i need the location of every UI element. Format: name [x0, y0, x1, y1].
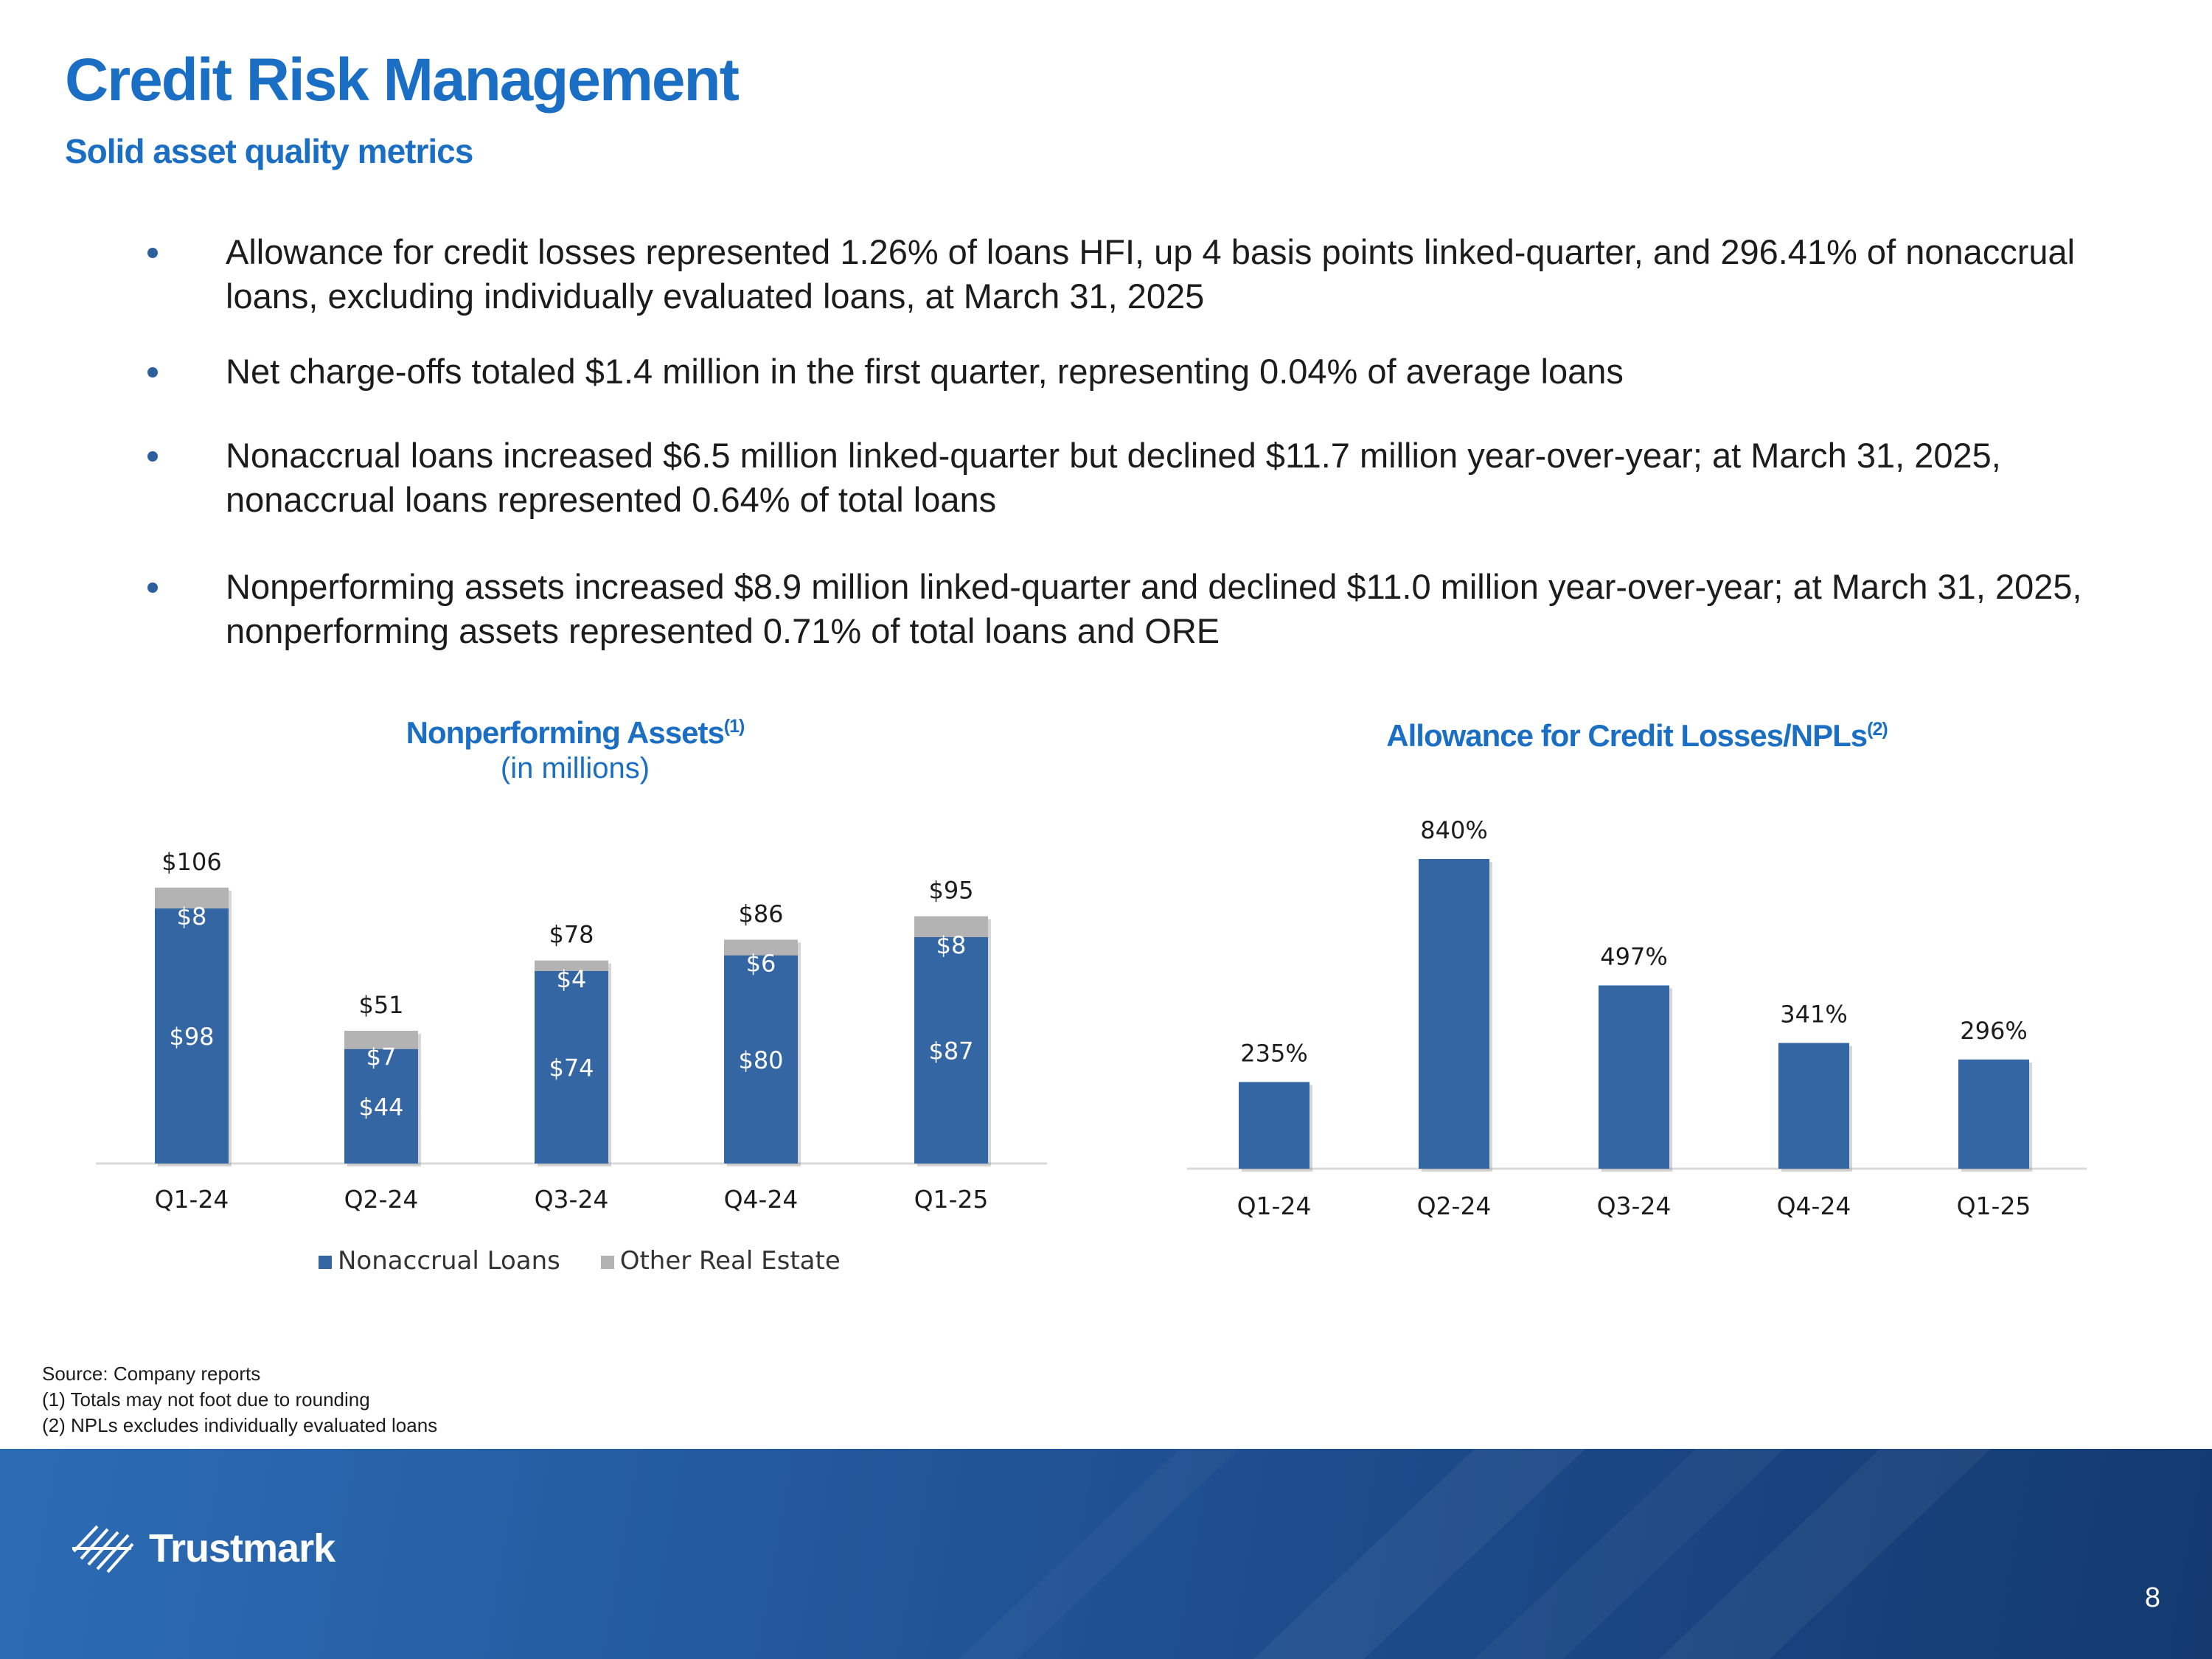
logo-text: Trustmark: [149, 1526, 335, 1571]
data-label-ore: $7: [366, 1043, 397, 1071]
bar-ore: [914, 916, 988, 937]
bullet-icon: [147, 248, 158, 258]
data-label-acl-ratio: 497%: [1600, 943, 1667, 971]
bar-nonaccrual: [155, 908, 229, 1164]
logo-mark-icon: [72, 1525, 134, 1573]
data-label-total: $106: [161, 848, 221, 876]
bullet-icon: [147, 451, 158, 462]
bullet-item: Nonperforming assets increased $8.9 mill…: [140, 565, 2146, 653]
data-label-acl-ratio: 296%: [1960, 1017, 2027, 1045]
bar-ore: [724, 939, 798, 956]
data-label-total: $78: [549, 921, 594, 949]
data-label-acl-ratio: 840%: [1420, 816, 1487, 844]
npa-chart-legend: Nonaccrual Loans Other Real Estate: [319, 1246, 873, 1276]
x-tick-label: Q2-24: [1417, 1192, 1492, 1220]
legend-label-ore: Other Real Estate: [619, 1246, 841, 1276]
data-label-total: $95: [928, 877, 973, 905]
bullet-icon: [147, 582, 158, 593]
acl-chart-title-text: Allowance for Credit Losses/NPLs: [1386, 718, 1868, 753]
x-tick-label: Q3-24: [535, 1185, 609, 1214]
bar-acl-ratio: [1599, 985, 1669, 1169]
x-tick-label: Q1-25: [914, 1185, 989, 1214]
footer-stripes: [1253, 1449, 1991, 1659]
bar-nonaccrual: [724, 955, 798, 1164]
bar-ore: [535, 960, 608, 971]
npa-chart-title-text: Nonperforming Assets: [406, 715, 725, 750]
acl-chart-title: Allowance for Credit Losses/NPLs(2): [1253, 718, 2020, 754]
bullet-text: Allowance for credit losses represented …: [226, 232, 2076, 316]
legend-item-ore: Other Real Estate: [600, 1246, 841, 1276]
bullet-list: Allowance for credit losses represented …: [140, 230, 2146, 653]
page-subtitle: Solid asset quality metrics: [65, 132, 473, 170]
x-tick-label: Q2-24: [344, 1185, 419, 1214]
data-label-ore: $4: [557, 965, 587, 993]
bar-nonaccrual: [344, 1048, 418, 1164]
x-tick-label: Q1-25: [1957, 1192, 2031, 1220]
bar-ore: [155, 887, 229, 909]
x-tick-label: Q4-24: [724, 1185, 799, 1214]
data-label-acl-ratio: 341%: [1780, 1001, 1847, 1029]
bullet-text: Net charge-offs totaled $1.4 million in …: [226, 352, 1624, 391]
x-tick-label: Q1-24: [1237, 1192, 1312, 1220]
data-label-total: $51: [358, 991, 403, 1019]
npa-chart-title: Nonperforming Assets(1): [280, 715, 870, 751]
legend-swatch-nonaccrual: [319, 1255, 332, 1269]
data-label-ore: $8: [177, 902, 207, 931]
legend-label-nonaccrual: Nonaccrual Loans: [338, 1246, 560, 1276]
logo: Trustmark: [65, 1519, 335, 1578]
data-label-total: $86: [738, 900, 783, 928]
data-label-nonaccrual: $87: [928, 1037, 973, 1065]
bullet-text: Nonperforming assets increased $8.9 mill…: [226, 567, 2082, 650]
bullet-text: Nonaccrual loans increased $6.5 million …: [226, 436, 2001, 519]
bar-acl-ratio: [1239, 1082, 1310, 1169]
page-number: 8: [2144, 1582, 2160, 1613]
x-tick-label: Q3-24: [1597, 1192, 1672, 1220]
bar-acl-ratio: [1419, 859, 1489, 1169]
bar-ore: [344, 1030, 418, 1049]
bar-nonaccrual: [914, 936, 988, 1164]
footnote-1: (1) Totals may not foot due to rounding: [42, 1388, 370, 1411]
bar-acl-ratio: [1958, 1060, 2029, 1169]
data-label-ore: $6: [746, 950, 776, 978]
legend-item-nonaccrual: Nonaccrual Loans: [319, 1246, 560, 1276]
footnotes: Source: Company reports (1) Totals may n…: [42, 1361, 437, 1439]
bar-acl-ratio: [1778, 1043, 1849, 1169]
footer-band: [0, 1449, 2212, 1659]
acl-chart-title-note: (2): [1867, 719, 1888, 740]
bullet-icon: [147, 367, 158, 378]
page-title: Credit Risk Management: [65, 46, 740, 114]
bullet-item: Allowance for credit losses represented …: [140, 230, 2146, 319]
x-tick-label: Q4-24: [1777, 1192, 1851, 1220]
data-label-nonaccrual: $74: [549, 1054, 594, 1082]
bullet-item: Net charge-offs totaled $1.4 million in …: [140, 349, 2146, 394]
bullet-item: Nonaccrual loans increased $6.5 million …: [140, 434, 2146, 522]
legend-swatch-ore: [600, 1255, 614, 1269]
data-label-ore: $8: [936, 931, 967, 959]
npa-chart-subtitle: (in millions): [500, 752, 650, 785]
footnote-2: (2) NPLs excludes individually evaluated…: [42, 1414, 438, 1436]
data-label-nonaccrual: $44: [358, 1093, 403, 1121]
footnote-source: Source: Company reports: [42, 1363, 261, 1385]
npa-chart-title-note: (1): [723, 716, 745, 737]
x-tick-label: Q1-24: [155, 1185, 229, 1214]
data-label-acl-ratio: 235%: [1240, 1040, 1307, 1068]
acl-chart: 235% Q1-24 840% Q2-24 497% Q3-24 341% Q4-24 296%…: [1187, 816, 2087, 1220]
npa-chart: $98 $8 $106 Q1-24 $44 $7 $51 Q2-24 $74 $4 $78 Q3-24…: [96, 848, 1047, 1214]
data-label-nonaccrual: $98: [169, 1023, 214, 1051]
bar-nonaccrual: [535, 970, 608, 1164]
data-label-nonaccrual: $80: [738, 1046, 783, 1074]
